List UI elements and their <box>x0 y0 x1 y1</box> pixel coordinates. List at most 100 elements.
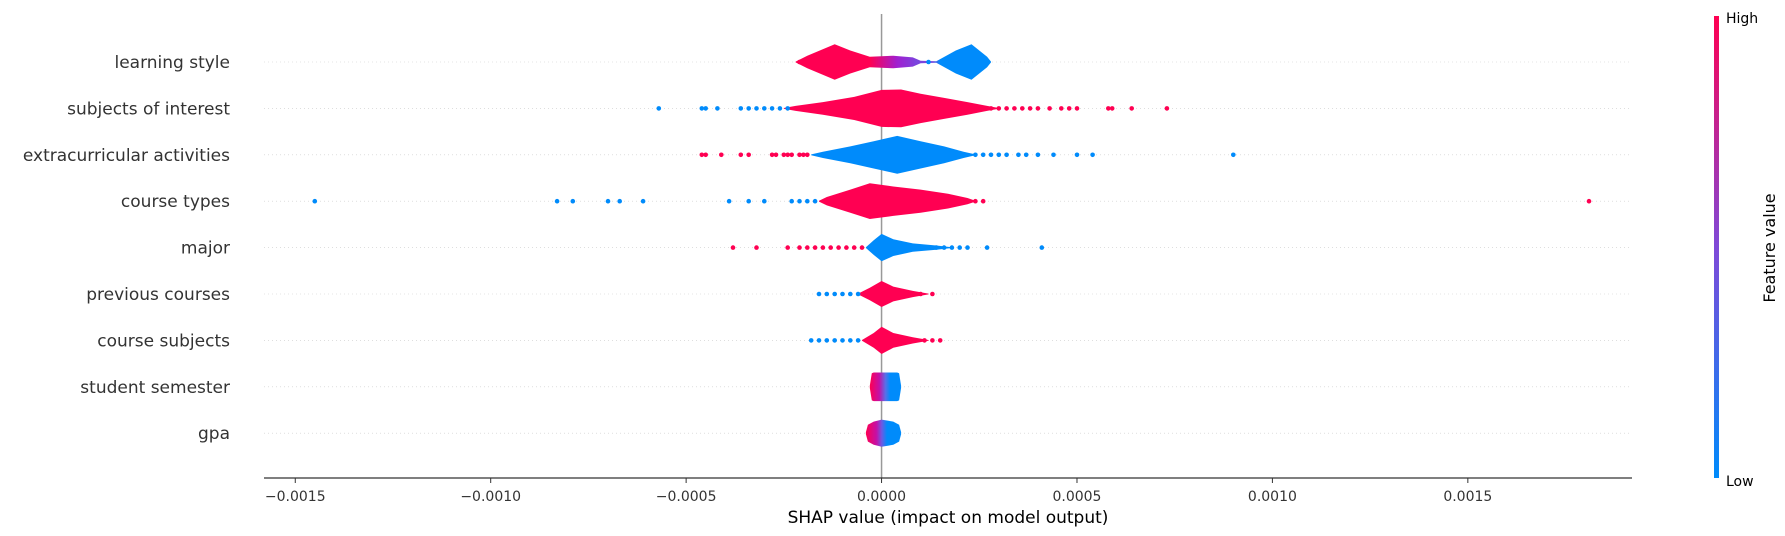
point-course-subjects-2 <box>824 338 830 343</box>
point-extracurricular-activities-18 <box>1016 152 1021 158</box>
point-course-subjects-9 <box>937 338 943 343</box>
point-major-1 <box>754 245 759 250</box>
point-extracurricular-activities-5 <box>769 152 775 158</box>
violin-gpa <box>865 419 902 447</box>
point-subjects-of-interest-1 <box>699 106 705 111</box>
x-tick-label: 0.0005 <box>1052 489 1101 505</box>
point-learning-style-1 <box>914 59 919 65</box>
point-major-14 <box>949 245 955 250</box>
point-course-types-6 <box>726 198 732 204</box>
point-major-17 <box>984 245 990 250</box>
point-course-types-15 <box>973 198 978 204</box>
point-previous-courses-2 <box>832 291 837 297</box>
point-course-types-2 <box>570 198 576 204</box>
point-subjects-of-interest-9 <box>777 106 783 111</box>
point-extracurricular-activities-23 <box>1090 152 1095 158</box>
point-learning-style-0 <box>797 59 802 65</box>
point-subjects-of-interest-5 <box>746 106 751 111</box>
point-course-types-1 <box>554 198 560 204</box>
point-extracurricular-activities-6 <box>773 152 779 158</box>
feature-label-extracurricular-activities: extracurricular activities <box>23 146 230 166</box>
point-extracurricular-activities-20 <box>1035 152 1041 158</box>
point-course-types-16 <box>980 198 986 204</box>
point-extracurricular-activities-19 <box>1023 152 1029 158</box>
point-subjects-of-interest-3 <box>715 106 720 111</box>
point-extracurricular-activities-1 <box>699 152 705 158</box>
point-subjects-of-interest-8 <box>769 106 775 111</box>
point-course-types-14 <box>965 198 970 204</box>
point-course-types-7 <box>746 198 751 204</box>
point-major-5 <box>812 245 818 250</box>
point-subjects-of-interest-17 <box>1035 106 1041 111</box>
point-subjects-of-interest-4 <box>738 106 744 111</box>
violin-student-semester <box>869 372 902 402</box>
point-previous-courses-5 <box>855 291 861 297</box>
violin-course-subjects <box>862 326 929 354</box>
colorbar-low-label: Low <box>1726 474 1754 490</box>
point-previous-courses-1 <box>824 291 830 297</box>
point-major-4 <box>805 245 810 250</box>
point-major-18 <box>1039 245 1045 250</box>
point-course-subjects-3 <box>832 338 837 343</box>
point-major-2 <box>785 245 790 250</box>
point-extracurricular-activities-0 <box>703 152 708 158</box>
point-extracurricular-activities-16 <box>996 152 1002 158</box>
point-major-8 <box>836 245 841 250</box>
point-major-9 <box>844 245 849 250</box>
x-tick-label: −0.0015 <box>265 489 326 505</box>
point-extracurricular-activities-10 <box>797 152 802 158</box>
point-extracurricular-activities-15 <box>988 152 994 158</box>
point-subjects-of-interest-25 <box>1164 106 1170 111</box>
point-major-3 <box>797 245 802 250</box>
point-subjects-of-interest-18 <box>1047 106 1052 111</box>
point-course-types-12 <box>812 198 818 204</box>
colorbar-gradient <box>1714 16 1719 478</box>
point-major-16 <box>965 245 970 250</box>
point-subjects-of-interest-23 <box>1109 106 1115 111</box>
point-major-6 <box>820 245 826 250</box>
point-major-7 <box>828 245 833 250</box>
point-extracurricular-activities-4 <box>746 152 751 158</box>
colorbar: High Low Feature value <box>1714 11 1779 490</box>
point-subjects-of-interest-7 <box>762 106 767 111</box>
colorbar-title: Feature value <box>1760 193 1779 302</box>
point-subjects-of-interest-15 <box>1020 106 1025 111</box>
point-course-subjects-0 <box>808 338 814 343</box>
feature-label-student-semester: student semester <box>80 378 230 398</box>
point-major-11 <box>859 245 865 250</box>
point-extracurricular-activities-2 <box>719 152 724 158</box>
point-major-15 <box>957 245 962 250</box>
x-axis-title: SHAP value (impact on model output) <box>788 508 1109 528</box>
point-extracurricular-activities-7 <box>781 152 787 158</box>
violin-course-types <box>819 183 976 219</box>
feature-label-course-types: course types <box>121 192 230 212</box>
point-course-subjects-7 <box>922 338 927 343</box>
x-tick-label: 0.0000 <box>857 489 906 505</box>
point-subjects-of-interest-22 <box>1106 106 1111 111</box>
point-extracurricular-activities-21 <box>1051 152 1056 158</box>
violin-extracurricular-activities <box>811 135 976 174</box>
point-subjects-of-interest-10 <box>785 106 790 111</box>
point-subjects-of-interest-16 <box>1027 106 1033 111</box>
point-course-types-5 <box>640 198 646 204</box>
point-subjects-of-interest-24 <box>1129 106 1134 111</box>
violin-learning-style <box>795 44 991 80</box>
point-group <box>312 59 1592 343</box>
point-course-subjects-4 <box>840 338 845 343</box>
point-subjects-of-interest-11 <box>988 106 994 111</box>
point-subjects-of-interest-2 <box>703 106 708 111</box>
point-extracurricular-activities-9 <box>789 152 794 158</box>
violin-group <box>783 44 999 447</box>
x-ticks: −0.0015 −0.0010 −0.0005 0.0000 0.0005 0.0010 0… <box>265 478 1492 505</box>
point-extracurricular-activities-11 <box>801 152 806 158</box>
point-course-subjects-8 <box>930 338 935 343</box>
point-extracurricular-activities-3 <box>738 152 744 158</box>
violin-subjects-of-interest <box>783 89 999 128</box>
point-course-types-4 <box>617 198 622 204</box>
feature-label-gpa: gpa <box>198 424 230 444</box>
point-major-13 <box>941 245 947 250</box>
feature-label-course-subjects: course subjects <box>97 331 230 351</box>
feature-label-learning-style: learning style <box>114 53 230 73</box>
feature-label-subjects-of-interest: subjects of interest <box>67 99 230 119</box>
